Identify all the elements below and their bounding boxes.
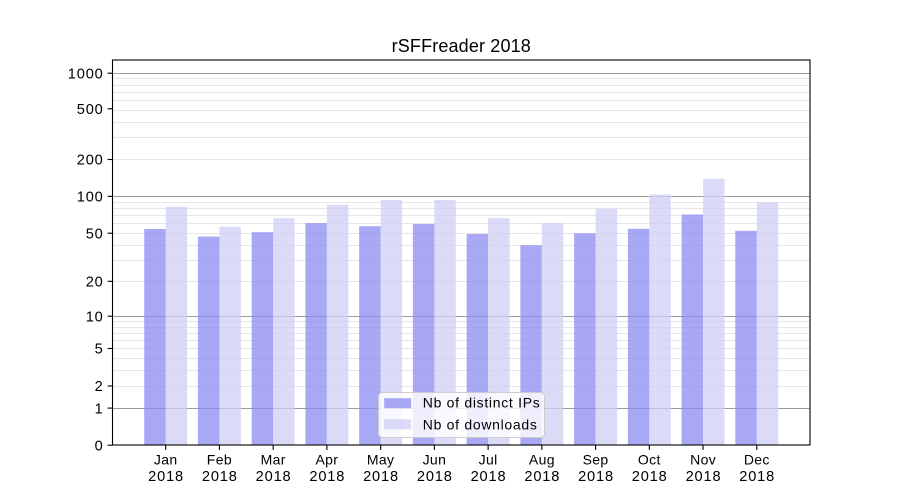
svg-text:Sep: Sep — [583, 451, 609, 467]
svg-text:20: 20 — [86, 275, 104, 291]
svg-text:1000: 1000 — [68, 66, 104, 82]
svg-text:10: 10 — [86, 309, 104, 325]
svg-text:2018: 2018 — [148, 469, 184, 485]
svg-text:2018: 2018 — [739, 469, 775, 485]
svg-text:Nov: Nov — [690, 451, 716, 467]
svg-text:2: 2 — [95, 379, 104, 395]
svg-text:2018: 2018 — [471, 469, 507, 485]
svg-text:2018: 2018 — [256, 469, 292, 485]
svg-text:Oct: Oct — [638, 451, 661, 467]
svg-text:0: 0 — [95, 438, 104, 454]
svg-text:2018: 2018 — [686, 469, 722, 485]
svg-text:2018: 2018 — [363, 469, 399, 485]
svg-text:May: May — [367, 451, 395, 467]
svg-text:Dec: Dec — [744, 451, 770, 467]
svg-text:2018: 2018 — [524, 469, 560, 485]
svg-text:Aug: Aug — [529, 451, 555, 467]
svg-text:1: 1 — [95, 401, 104, 417]
svg-text:Nb of distinct IPs: Nb of distinct IPs — [423, 395, 541, 411]
svg-text:Jul: Jul — [479, 451, 498, 467]
svg-text:2018: 2018 — [309, 469, 345, 485]
svg-text:200: 200 — [77, 153, 104, 169]
svg-text:Feb: Feb — [207, 451, 232, 467]
svg-text:500: 500 — [77, 102, 104, 118]
svg-text:Jan: Jan — [154, 451, 178, 467]
svg-text:Apr: Apr — [315, 451, 338, 467]
svg-text:5: 5 — [95, 342, 104, 358]
svg-text:100: 100 — [77, 190, 104, 206]
svg-text:Jun: Jun — [423, 451, 447, 467]
svg-text:Mar: Mar — [261, 451, 286, 467]
svg-text:2018: 2018 — [632, 469, 668, 485]
svg-text:rSFFreader 2018: rSFFreader 2018 — [392, 36, 531, 56]
svg-text:2018: 2018 — [202, 469, 238, 485]
svg-text:50: 50 — [86, 226, 104, 242]
svg-text:2018: 2018 — [578, 469, 614, 485]
svg-text:2018: 2018 — [417, 469, 453, 485]
svg-text:Nb of downloads: Nb of downloads — [423, 417, 538, 433]
